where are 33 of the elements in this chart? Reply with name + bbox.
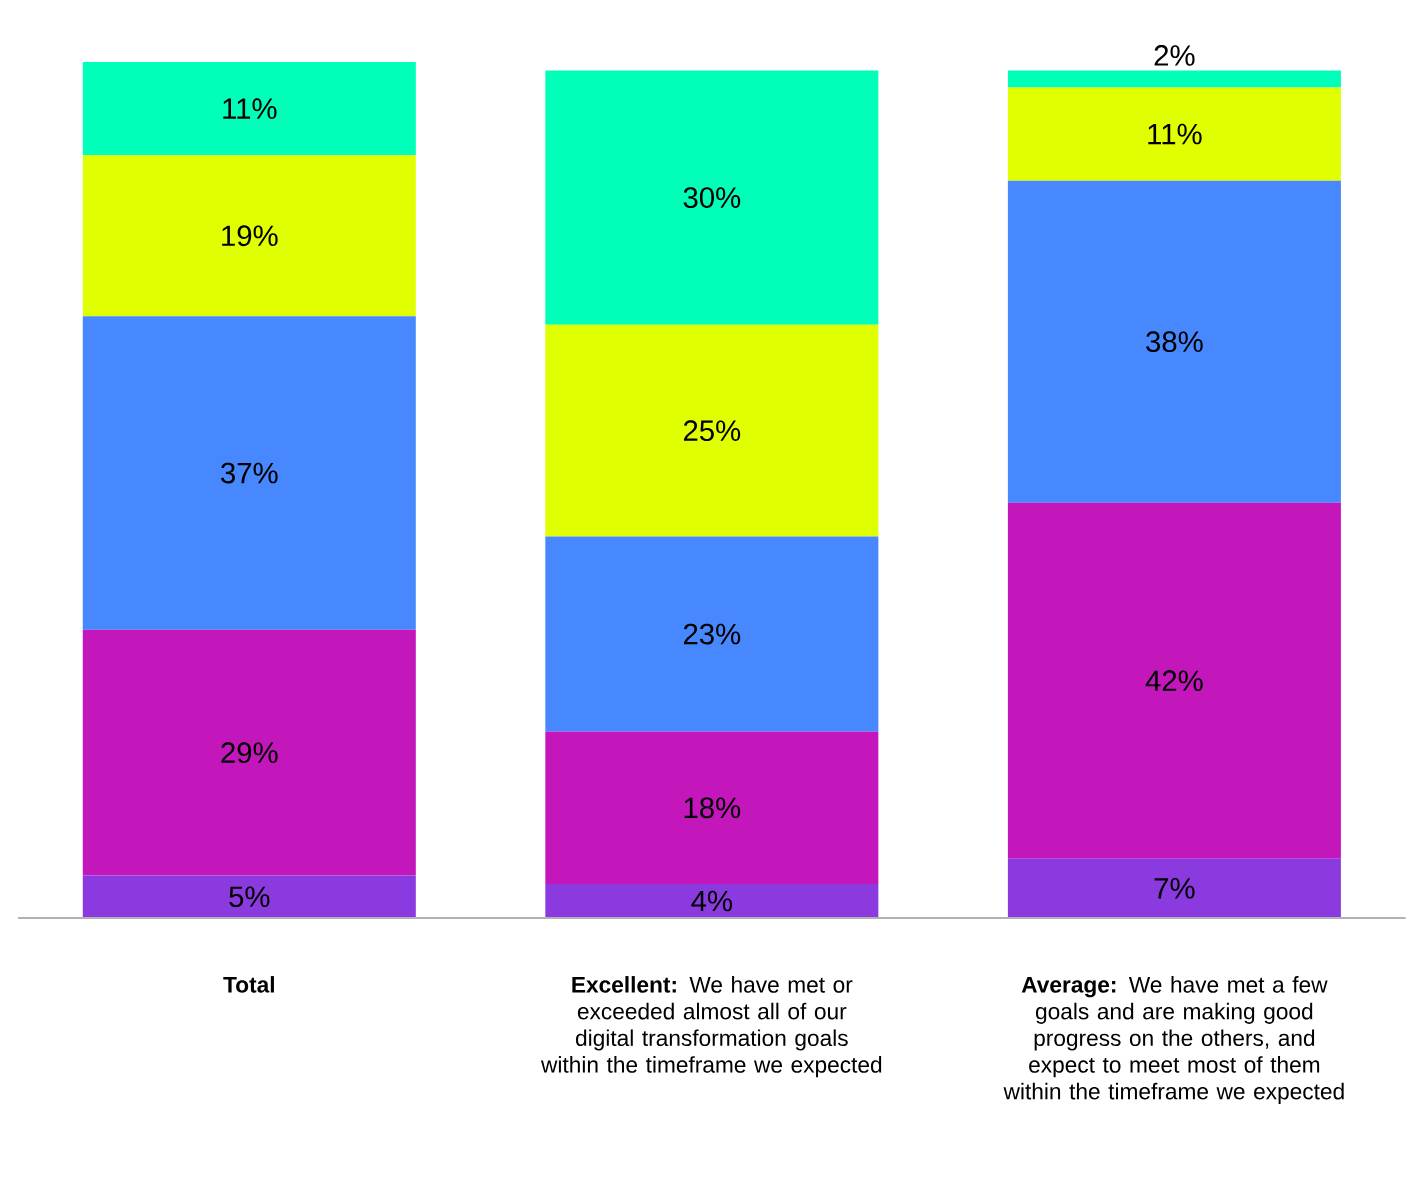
data-label: 4% [691,890,732,912]
bar [1007,502,1341,859]
data-label: 18% [684,797,741,819]
bar [545,731,879,884]
data-label: 30% [683,187,741,208]
data-label: 23% [683,623,741,645]
x-tick-label: Excellent: We have met or exceeded almost all of our digital transformation goals within the timeframe we expected [540,975,882,1078]
data-label: 5% [229,886,270,908]
bar [1007,858,1341,918]
data-label: 42% [1145,670,1203,691]
x-tick-label: Average: We have met a few goals and are making good progress on the others, and expect to meet most of them within the timeframe we expected [1003,975,1344,1104]
bar [545,536,879,732]
data-label: 2% [1154,45,1195,66]
data-label: 11% [223,98,277,119]
data-label: 19% [222,225,278,247]
data-label: 38% [1146,331,1203,352]
bar [82,316,416,630]
x-tick-label: Total [223,975,274,993]
bar [1007,180,1341,503]
bar [82,875,416,918]
bar [1007,87,1341,181]
data-label: 11% [1148,123,1202,145]
bar [545,324,879,537]
data-label: 7% [1154,877,1195,899]
bar [82,155,416,317]
bar [545,883,879,918]
data-label: 37% [221,462,278,484]
bar [545,70,879,325]
data-label: 29% [221,742,278,764]
data-label: 25% [683,420,741,441]
bar [82,629,416,876]
bar [82,61,416,156]
bar [1007,70,1341,88]
